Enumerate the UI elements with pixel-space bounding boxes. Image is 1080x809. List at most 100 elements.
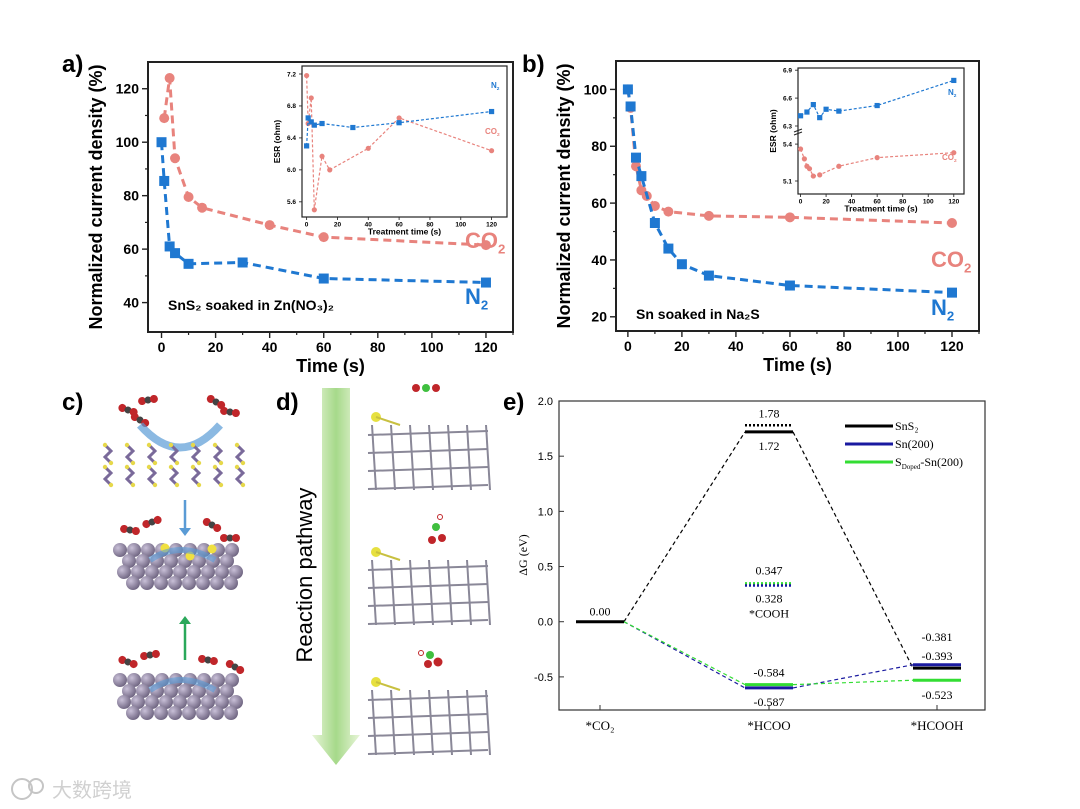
inset-x-tick-label: 60	[395, 222, 403, 229]
inset-x-tick-label: 20	[334, 222, 342, 229]
inset-series-label-co2: CO2	[485, 127, 500, 138]
chart-b: 0 20 40 60 80 100 120 20 40 60 80 100 Time (s) Normal…	[554, 60, 980, 375]
inset-data-point-n2	[823, 106, 829, 112]
y-tick-label: 80	[123, 188, 139, 204]
sn-atom	[229, 565, 243, 579]
sn-atom	[126, 706, 140, 720]
value-label: -0.584	[754, 666, 785, 680]
inset-y-tick-label: 6.9	[783, 67, 792, 74]
sns2-layer-icon	[168, 443, 180, 465]
inset-data-point-co2	[836, 163, 842, 169]
sn-atom	[127, 543, 141, 557]
y-tick-label: 0.5	[538, 562, 553, 574]
sn-atom	[117, 565, 131, 579]
data-point-n2	[159, 175, 170, 186]
panel-label-e: e)	[503, 389, 524, 416]
sn-atom	[220, 554, 234, 568]
sns2-layer-icon	[146, 443, 158, 465]
inset-data-point-co2	[951, 150, 957, 156]
inset-data-point-n2	[810, 102, 816, 108]
sn-atom	[196, 576, 210, 590]
inset-data-point-co2	[817, 172, 823, 178]
data-point-co2	[649, 200, 660, 211]
sn-atom	[168, 706, 182, 720]
inset-x-tick-label: 0	[305, 222, 309, 229]
sns2-layer-icon	[124, 443, 136, 465]
y-tick-label: 2.0	[538, 396, 553, 408]
inset-data-point-n2	[350, 124, 356, 131]
x-tick-label: *HCOOH	[911, 718, 964, 733]
series-line-n2	[160, 142, 487, 284]
x-tick-label: 100	[420, 339, 444, 355]
surface-structure-icon	[367, 384, 491, 491]
connector-line	[623, 431, 746, 623]
inset-data-point-n2	[836, 108, 842, 114]
sn-atom	[113, 673, 127, 687]
data-point-n2	[946, 287, 957, 298]
sns2-layer-icon	[168, 465, 180, 487]
inset-x-tick-label: 0	[799, 199, 803, 206]
sn-atom	[182, 706, 196, 720]
inset-y-tick-label: 5.1	[783, 178, 792, 185]
inset-data-point-n2	[488, 108, 495, 115]
data-point-n2	[663, 243, 674, 254]
sns2-layer-icon	[102, 465, 114, 487]
sn-atom	[215, 565, 229, 579]
data-point-n2	[622, 84, 633, 95]
inset-data-point-co2	[396, 115, 402, 121]
data-point-co2	[663, 206, 674, 217]
y-tick-label: 40	[591, 252, 607, 268]
co2-molecule-icon	[142, 515, 162, 529]
data-point-n2	[318, 273, 329, 284]
co2-molecule-icon	[138, 394, 158, 406]
x-tick-label: 0	[624, 338, 632, 354]
reaction-pathway-arrow-icon	[312, 388, 360, 765]
inset-data-point-co2	[365, 145, 371, 151]
inset-data-point-co2	[327, 167, 333, 173]
y-tick-label: 0.0	[538, 617, 553, 629]
sn-atom	[140, 706, 154, 720]
inset-data-point-co2	[801, 156, 807, 162]
inset-chart: 0 20 40 60 80 100 120 5.1 5.4 6.3 6.6 6.9 Treatment …	[768, 67, 965, 214]
watermark-logo-icon	[11, 778, 33, 800]
inset-series-label-co2: CO2	[942, 153, 957, 164]
sn-atom	[196, 706, 210, 720]
x-tick-label: *CO₂	[585, 718, 614, 733]
inset-x-tick-label: 80	[899, 199, 907, 206]
y-tick-label: -0.5	[534, 672, 553, 684]
x-tick-label: 20	[208, 339, 224, 355]
sns2-layer-icon	[190, 465, 202, 487]
sn-atom	[224, 576, 238, 590]
inset-y-tick-label: 5.4	[783, 141, 792, 148]
inset-data-point-co2	[810, 173, 816, 179]
surface-structure-icon	[367, 514, 491, 626]
x-tick-label: 0	[158, 339, 166, 355]
sn-atom	[141, 673, 155, 687]
inset-x-tick-label: 80	[426, 222, 434, 229]
sn-atom	[192, 684, 206, 698]
sn-atom	[173, 565, 187, 579]
data-point-co2	[159, 113, 170, 124]
inset-chart: 0 20 40 60 80 100 120 5.6 6.0 6.4 6.8 7.2 Treatment …	[272, 65, 508, 237]
inset-series-label-n2: N2	[491, 81, 500, 92]
inset-series-label-n2: N2	[948, 88, 957, 99]
inset-y-axis-label: ESR (ohm)	[272, 120, 282, 164]
co2-molecule-icon	[130, 413, 150, 427]
sns2-layer-icon	[190, 443, 202, 465]
value-label: -0.393	[922, 649, 953, 663]
inset-y-tick-label: 6.8	[287, 103, 296, 110]
inset-data-point-n2	[874, 102, 880, 109]
inset-series-line-co2	[306, 75, 492, 210]
x-tick-label: 40	[262, 339, 278, 355]
sn-atom	[131, 695, 145, 709]
inset-plot-frame	[797, 67, 965, 195]
inset-data-point-n2	[804, 109, 810, 115]
sns2-layer-icon	[212, 465, 224, 487]
watermark: 大数跨境	[11, 778, 132, 802]
sn-atom	[224, 706, 238, 720]
inset-x-tick-label: 20	[822, 199, 830, 206]
reaction-pathway-d: Reaction pathway	[292, 384, 491, 765]
condition-annotation: SnS₂ soaked in Zn(NO₃)₂	[168, 297, 334, 313]
chart-a: 0 20 40 60 80 100 120 40 60 80 100 120 Time (s) Norma…	[86, 61, 514, 376]
